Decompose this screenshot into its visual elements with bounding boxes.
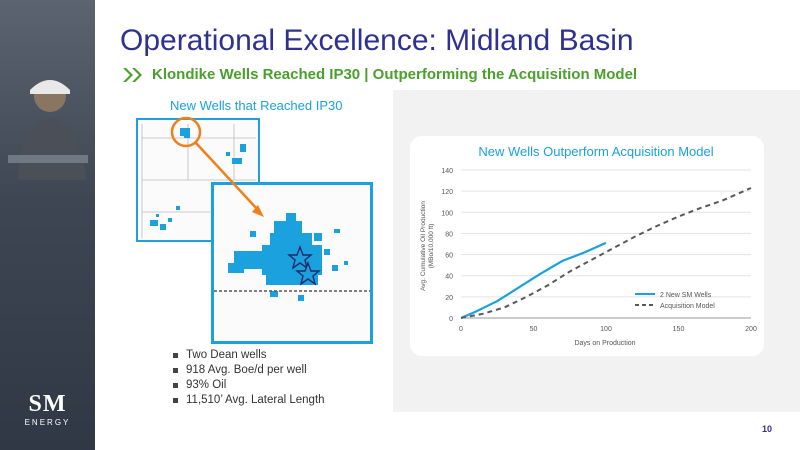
highlight-circle [170,116,202,148]
chart-card [410,136,764,356]
company-logo: SM ENERGY [24,391,71,427]
zoom-arrow [195,142,259,211]
x-tick-label: 0 [459,326,463,333]
map-caption: New Wells that Reached IP30 [170,98,343,113]
y-tick-label: 80 [445,231,453,238]
list-item: 93% Oil [172,378,325,393]
list-item: 918 Avg. Boe/d per well [172,363,325,378]
double-chevron-icon [123,67,142,82]
x-tick-label: 200 [745,326,757,333]
well-star-icon [295,261,321,286]
slide-title: Operational Excellence: Midland Basin [120,24,634,57]
list-item: Two Dean wells [172,348,325,363]
x-tick-label: 50 [530,326,538,333]
y-axis-label: Avg. Cumulative Oil Production(MBo/10,00… [420,201,435,291]
x-tick-label: 150 [673,326,685,333]
zoomed-map [211,182,373,344]
y-tick-label: 140 [441,168,453,175]
page-number: 10 [761,424,772,434]
legend-label: 2 New SM Wells [660,292,712,299]
slide-subtitle: Klondike Wells Reached IP30 | Outperform… [152,66,638,83]
y-tick-label: 60 [445,253,453,260]
well-facts-list: Two Dean wells 918 Avg. Boe/d per well 9… [172,348,325,408]
y-tick-label: 0 [449,316,453,323]
series-line-0 [460,241,607,320]
x-axis-label: Days on Production [574,340,635,347]
y-tick-label: 40 [445,274,453,281]
y-tick-label: 100 [441,210,453,217]
series-line-1 [460,187,752,319]
side-photo-panel: SM ENERGY [0,0,95,450]
x-tick-label: 100 [600,326,612,333]
chart-title: New Wells Outperform Acquisition Model [478,144,713,159]
worker-photo [8,80,88,180]
legend-label: Acquisition Model [660,303,715,310]
list-item: 11,510’ Avg. Lateral Length [172,393,325,408]
y-tick-label: 20 [445,295,453,302]
subtitle-row: Klondike Wells Reached IP30 | Outperform… [122,66,637,83]
well-star-icon [287,245,313,270]
y-tick-label: 120 [441,189,453,196]
arrow-head-icon [252,205,264,217]
